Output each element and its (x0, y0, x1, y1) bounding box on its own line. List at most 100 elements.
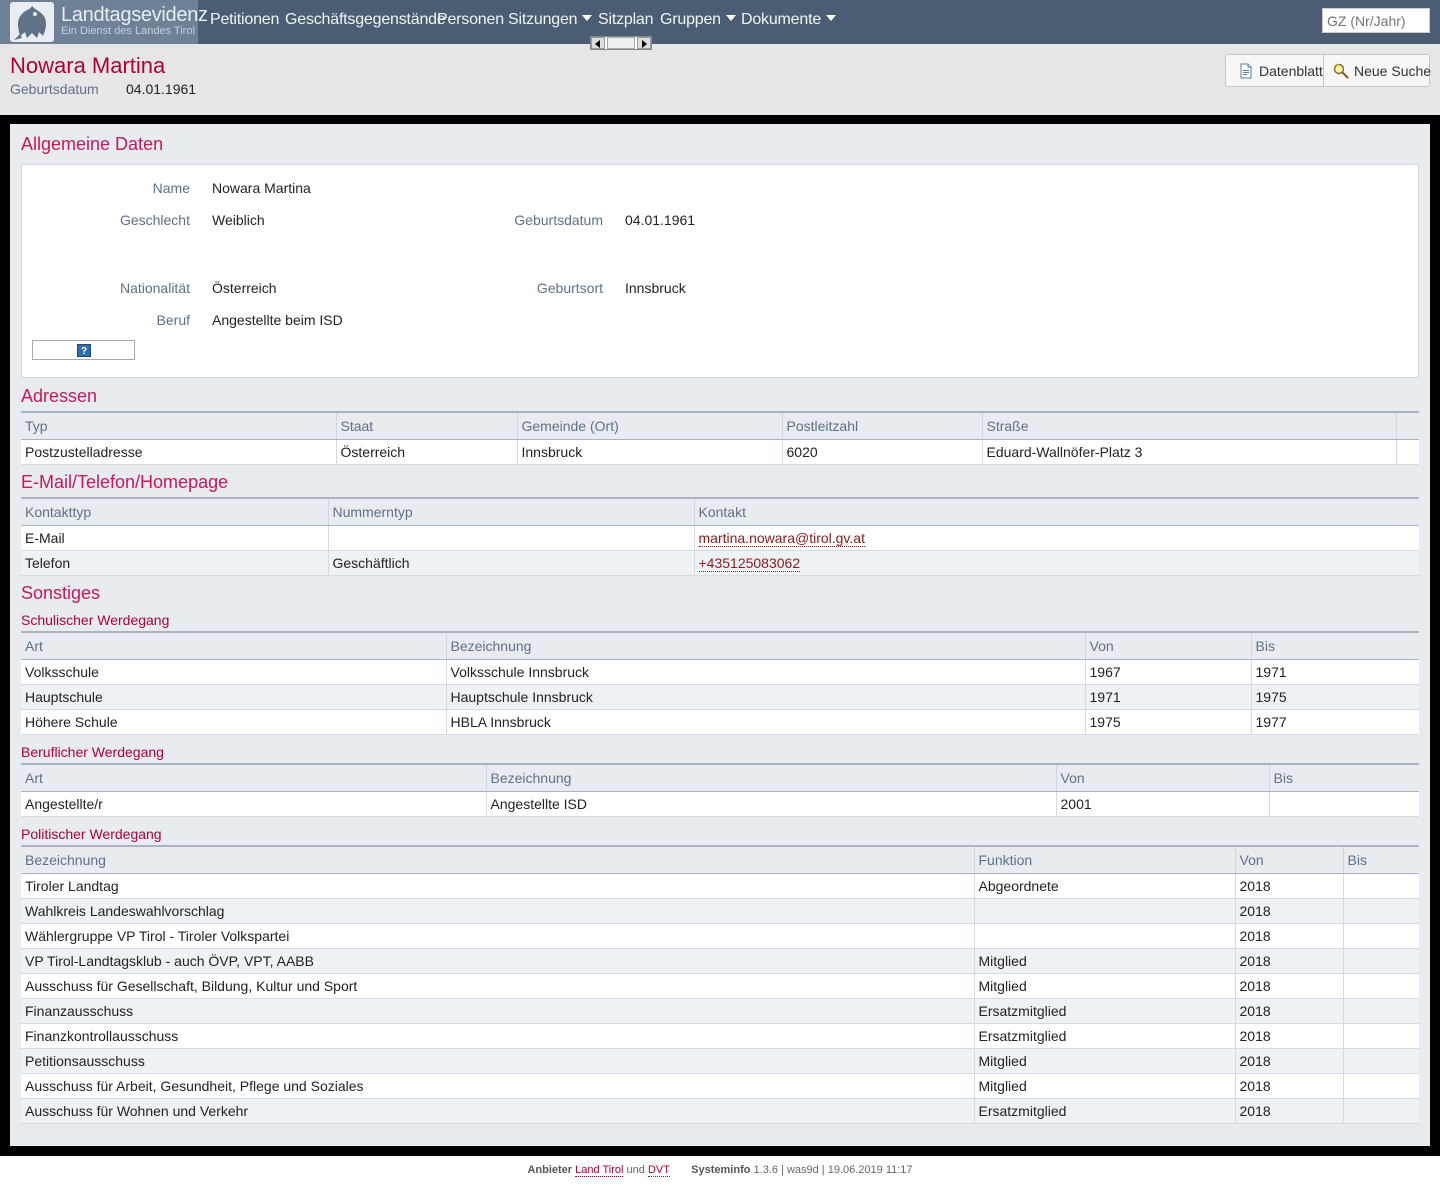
caret-down-icon (725, 14, 736, 21)
brand[interactable]: Landtagsevidenz Ein Dienst des Landes Ti… (0, 0, 208, 44)
column-header[interactable]: Bezeichnung (445, 631, 1085, 660)
brand-subtitle: Ein Dienst des Landes Tirol (61, 25, 195, 37)
subsection-title-schulisch: Schulischer Werdegang (21, 612, 170, 628)
main-content: Allgemeine Daten Name Nowara Martina Ges… (10, 124, 1430, 1146)
scroll-thumb[interactable] (607, 37, 635, 49)
table-cell: Volksschule Innsbruck (445, 659, 1085, 685)
document-icon (1240, 63, 1252, 79)
table-cell: +435125083062 (693, 550, 1419, 576)
nav-dokumente-dropdown[interactable]: Dokumente (741, 11, 837, 29)
birthplace-value: Innsbruck (625, 280, 686, 296)
nationality-value: Österreich (212, 280, 277, 296)
table-row: Finanzkontrollausschuss Ersatzmitglied 201… (21, 1023, 1419, 1049)
phone-link[interactable]: +435125083062 (698, 554, 801, 572)
column-header[interactable]: Bis (1250, 631, 1419, 660)
table-cell: Hauptschule (21, 684, 446, 710)
help-icon[interactable]: ? (77, 344, 91, 357)
table-cell: Finanzkontrollausschuss (21, 1023, 974, 1049)
column-header[interactable]: Bezeichnung (485, 763, 1056, 792)
table-cell: 2018 (1234, 998, 1343, 1024)
footer-und: und (626, 1164, 645, 1176)
political-history-table: Bezeichnung Funktion Von Bis Tiroler Lan… (21, 845, 1419, 1124)
datenblatt-label: Datenblatt (1259, 63, 1323, 79)
gz-search-input[interactable] (1322, 8, 1430, 33)
table-row: Petitionsausschuss Mitglied 2018 (21, 1048, 1419, 1074)
neue-suche-button[interactable]: Neue Suche (1324, 55, 1431, 86)
table-cell: Telefon (21, 550, 328, 576)
table-row: Höhere Schule HBLA Innsbruck 1975 1977 (21, 709, 1419, 735)
table-row: Ausschuss für Gesellschaft, Bildung, Kul… (21, 973, 1419, 999)
addresses-table: Typ Staat Gemeinde (Ort) Postleitzahl St… (21, 411, 1419, 465)
section-title-kontakt: E-Mail/Telefon/Homepage (21, 472, 229, 492)
table-cell: 2018 (1234, 1048, 1343, 1074)
general-data-panel: Name Nowara Martina Geschlecht Weiblich … (21, 164, 1419, 378)
column-header[interactable]: Straße (981, 411, 1396, 440)
gender-value: Weiblich (212, 212, 265, 228)
nav-petitionen[interactable]: Petitionen (210, 11, 279, 29)
table-cell: Mitglied (973, 1048, 1235, 1074)
table-cell: Tiroler Landtag (21, 873, 974, 899)
column-header[interactable]: Art (21, 763, 486, 792)
dvt-link[interactable]: DVT (647, 1164, 670, 1177)
table-cell (1342, 898, 1419, 924)
column-header[interactable]: Staat (335, 411, 517, 440)
top-navigation: Landtagsevidenz Ein Dienst des Landes Ti… (0, 0, 1440, 44)
caret-down-icon (826, 14, 837, 21)
column-header[interactable]: Bis (1268, 763, 1419, 792)
column-header[interactable]: Kontakt (693, 497, 1419, 526)
table-cell (1268, 791, 1419, 817)
nav-geschaeftsgegenstaende[interactable]: Geschäftsgegenstände (285, 11, 446, 29)
column-header[interactable]: Von (1055, 763, 1269, 792)
table-cell (1342, 948, 1419, 974)
nav-personen[interactable]: Personen (437, 11, 504, 29)
table-cell (973, 898, 1235, 924)
column-header[interactable]: Gemeinde (Ort) (516, 411, 782, 440)
column-header[interactable]: Bis (1342, 845, 1419, 874)
table-cell: Wählergruppe VP Tirol - Tiroler Volkspar… (21, 923, 974, 949)
table-cell: Innsbruck (516, 439, 782, 465)
nav-sitzplan[interactable]: Sitzplan (598, 11, 654, 29)
column-header[interactable]: Von (1234, 845, 1343, 874)
column-header[interactable]: Postleitzahl (781, 411, 982, 440)
table-cell: Ausschuss für Gesellschaft, Bildung, Kul… (21, 973, 974, 999)
table-cell: Eduard-Wallnöfer-Platz 3 (981, 439, 1396, 465)
table-cell: Mitglied (973, 973, 1235, 999)
datenblatt-button[interactable]: Datenblatt (1226, 55, 1324, 86)
column-header[interactable]: Kontakttyp (21, 497, 328, 526)
horizontal-scroll-widget[interactable] (590, 36, 652, 50)
table-row: Volksschule Volksschule Innsbruck 1967 1… (21, 659, 1419, 685)
table-cell: 1967 (1084, 659, 1251, 685)
birthdate-field-value: 04.01.1961 (625, 212, 696, 228)
table-cell: 2018 (1234, 873, 1343, 899)
column-header[interactable]: Nummerntyp (327, 497, 694, 526)
column-header[interactable]: Art (21, 631, 446, 660)
table-cell (1342, 1073, 1419, 1099)
land-tirol-link[interactable]: Land Tirol (575, 1164, 624, 1177)
table-cell: Finanzausschuss (21, 998, 974, 1024)
table-row: Hauptschule Hauptschule Innsbruck 1971 1… (21, 684, 1419, 710)
table-cell: Geschäftlich (327, 550, 694, 576)
column-header[interactable]: Bezeichnung (21, 845, 974, 874)
table-cell: Höhere Schule (21, 709, 446, 735)
table-cell: E-Mail (21, 525, 328, 551)
column-header[interactable]: Typ (21, 411, 336, 440)
birthdate-value: 04.01.1961 (126, 81, 197, 97)
scroll-right-arrow-icon[interactable] (637, 37, 651, 49)
help-widget[interactable]: ? (32, 340, 135, 360)
table-cell: Hauptschule Innsbruck (445, 684, 1085, 710)
email-link[interactable]: martina.nowara@tirol.gv.at (698, 529, 865, 547)
column-header[interactable]: Funktion (973, 845, 1235, 874)
caret-down-icon (582, 14, 593, 21)
table-row: E-Mail martina.nowara@tirol.gv.at (21, 525, 1419, 551)
nav-sitzungen-dropdown[interactable]: Sitzungen (508, 11, 593, 29)
table-row: Wahlkreis Landeswahlvorschlag 2018 (21, 898, 1419, 924)
column-header[interactable]: Von (1084, 631, 1251, 660)
footer-systeminfo-value: 1.3.6 | was9d | 19.06.2019 11:17 (753, 1164, 913, 1176)
career-history-table: Art Bezeichnung Von Bis Angestellte/r An… (21, 763, 1419, 817)
occupation-label: Beruf (156, 312, 190, 328)
table-cell: Ausschuss für Wohnen und Verkehr (21, 1098, 974, 1124)
scroll-left-arrow-icon[interactable] (591, 37, 605, 49)
contacts-table: Kontakttyp Nummerntyp Kontakt E-Mail mar… (21, 497, 1419, 576)
subsection-title-politisch: Politischer Werdegang (21, 826, 162, 842)
nav-gruppen-dropdown[interactable]: Gruppen (660, 11, 736, 29)
